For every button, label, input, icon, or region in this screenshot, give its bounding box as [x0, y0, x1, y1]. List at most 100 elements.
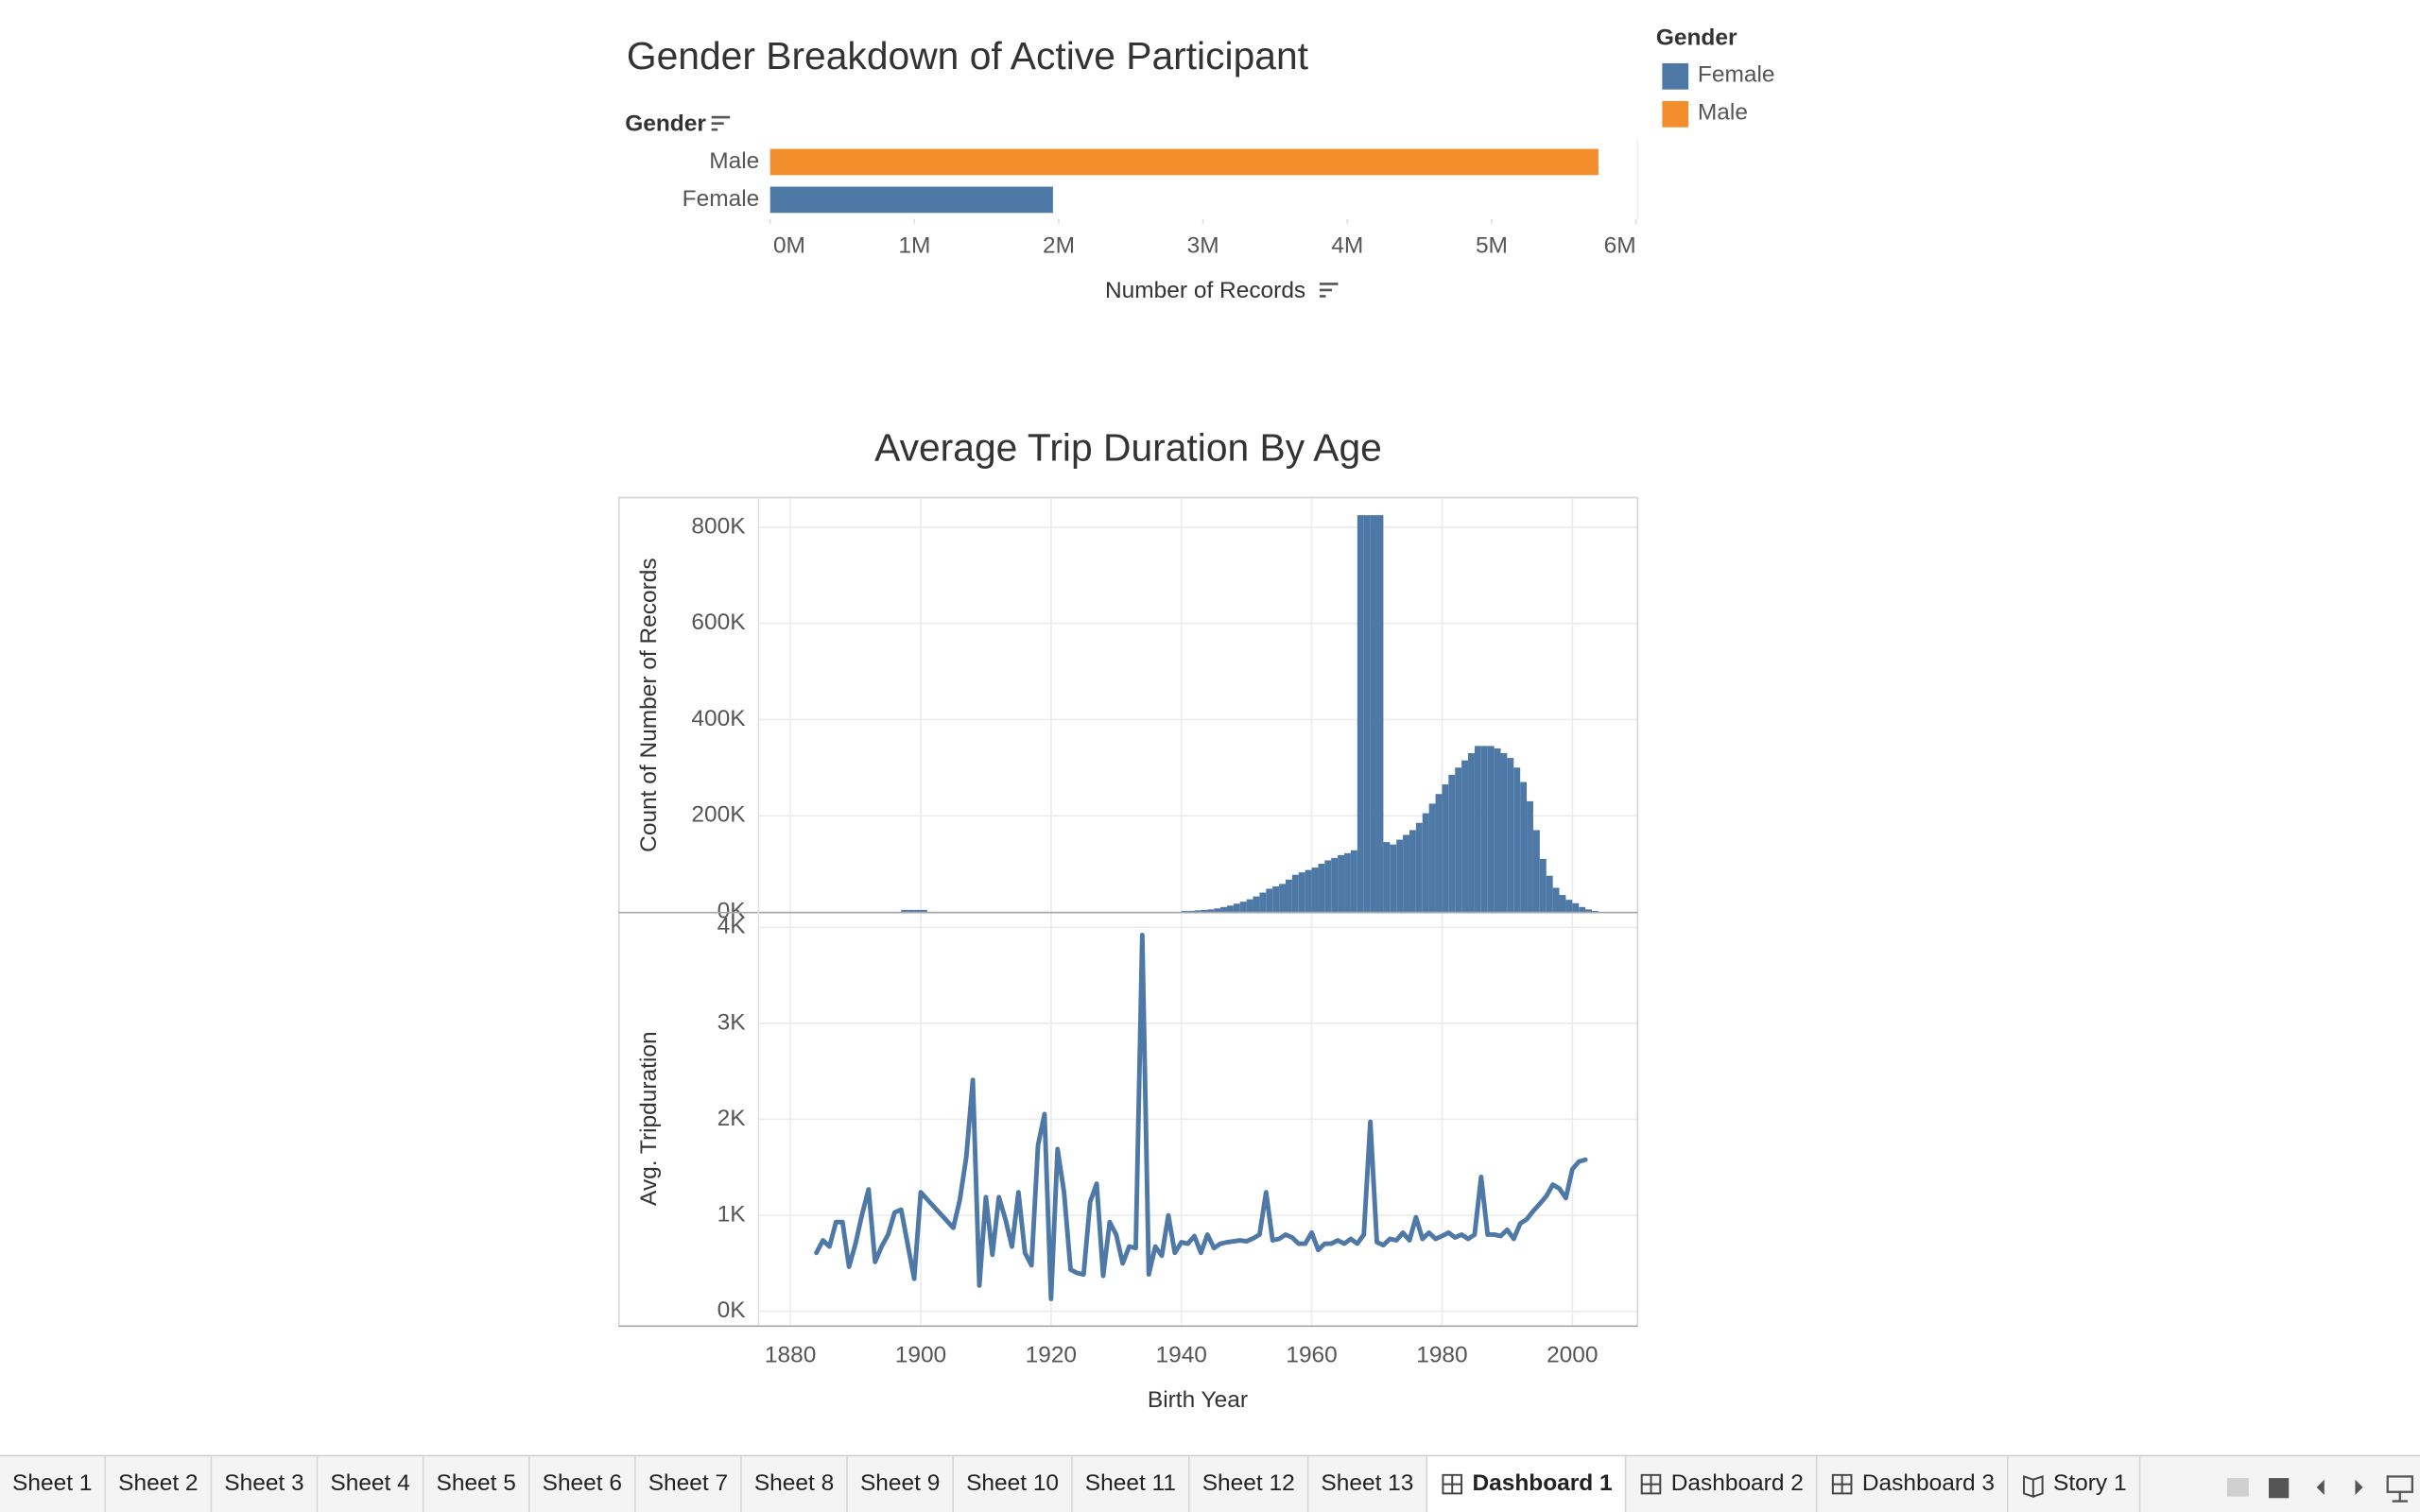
tab-label[interactable]: Sheet 9 — [860, 1470, 940, 1496]
chart-title: Average Trip Duration By Age — [874, 426, 1382, 470]
tab[interactable]: Sheet 9 — [847, 1456, 955, 1512]
tab[interactable]: Dashboard 1 — [1427, 1456, 1627, 1512]
y-tick-label: 1K — [717, 1202, 747, 1228]
histogram-bar — [1239, 902, 1247, 912]
tab-label[interactable]: Sheet 11 — [1085, 1470, 1176, 1496]
x-axis-title: Birth Year — [1148, 1387, 1248, 1413]
tab-label[interactable]: Sheet 6 — [543, 1470, 622, 1496]
filmstrip-button[interactable] — [2226, 1478, 2249, 1497]
tab[interactable]: Sheet 13 — [1308, 1456, 1428, 1512]
tab-icon — [1831, 1473, 1853, 1495]
tab-label[interactable]: Sheet 4 — [330, 1470, 409, 1496]
legend-label[interactable]: Male — [1698, 99, 1748, 125]
tab-background — [954, 1456, 1072, 1512]
tab[interactable]: Sheet 7 — [635, 1456, 742, 1512]
x-tick-label: 4M — [1331, 233, 1363, 259]
histogram-bar — [1207, 909, 1215, 912]
tab[interactable]: Sheet 2 — [106, 1456, 213, 1512]
x-tick-label: 1920 — [1026, 1343, 1077, 1368]
sort-icon[interactable] — [1319, 283, 1339, 298]
tab[interactable]: Sheet 4 — [318, 1456, 424, 1512]
tab[interactable]: Dashboard 2 — [1626, 1456, 1818, 1512]
histogram-bar — [1461, 760, 1469, 912]
tab-background — [1072, 1456, 1189, 1512]
histogram-bar — [1539, 858, 1547, 912]
histogram-bar — [1572, 902, 1580, 912]
histogram-bar — [1344, 852, 1351, 912]
histogram-bar — [1559, 895, 1566, 912]
tab-label[interactable]: Sheet 13 — [1321, 1470, 1413, 1496]
histogram-bar — [920, 909, 927, 912]
tab-background — [741, 1456, 847, 1512]
tab[interactable]: Dashboard 3 — [1817, 1456, 2009, 1512]
histogram-bar — [1376, 515, 1384, 912]
tab[interactable]: Sheet 12 — [1189, 1456, 1309, 1512]
x-tick-label: 2M — [1043, 233, 1075, 259]
legend-swatch[interactable] — [1662, 62, 1689, 90]
x-tick-label: 6M — [1604, 233, 1636, 259]
y-tick-label: 0K — [717, 1297, 747, 1323]
tab-background — [1189, 1456, 1307, 1512]
tab-label[interactable]: Sheet 5 — [437, 1470, 516, 1496]
histogram-bar — [1181, 910, 1188, 912]
tabs-view-button[interactable] — [2269, 1478, 2290, 1499]
histogram-bar — [1494, 747, 1501, 912]
tab-label[interactable]: Sheet 12 — [1202, 1470, 1295, 1496]
tab-background — [318, 1456, 423, 1512]
tab[interactable]: Sheet 3 — [212, 1456, 319, 1512]
tab[interactable]: Sheet 10 — [954, 1456, 1073, 1512]
tab[interactable]: Sheet 5 — [424, 1456, 530, 1512]
y-axis-title: Avg. Tripduration — [636, 1031, 662, 1206]
line-series — [814, 932, 1588, 1301]
tab-label[interactable]: Sheet 3 — [224, 1470, 303, 1496]
histogram-bar — [1409, 830, 1416, 912]
tab-label[interactable]: Sheet 7 — [648, 1470, 728, 1496]
histogram-bar — [1286, 879, 1292, 912]
histogram-bar — [1480, 746, 1488, 912]
histogram-bar — [1233, 903, 1240, 912]
histogram-bar — [1220, 906, 1227, 912]
tab-label[interactable]: Sheet 8 — [754, 1470, 834, 1496]
presentation-button[interactable] — [2386, 1475, 2413, 1503]
x-axis-title: Number of Records — [1105, 278, 1305, 303]
histogram-bar — [1422, 813, 1429, 912]
y-tick-label: 3K — [717, 1009, 747, 1035]
tab-label[interactable]: Dashboard 2 — [1671, 1470, 1804, 1496]
sort-icon[interactable] — [711, 115, 731, 131]
tabs: Sheet 1 Sheet 2 Sheet 3 Sheet 4 Sheet 5 Sheet… — [0, 1456, 2141, 1512]
histogram-bar — [1532, 830, 1540, 912]
x-tick-label: 1M — [898, 233, 930, 259]
histogram-bar — [1579, 906, 1586, 912]
tab-label[interactable]: Dashboard 3 — [1862, 1470, 1995, 1496]
y-tick-label: 800K — [691, 513, 746, 539]
prev-button[interactable] — [2316, 1479, 2325, 1496]
tab-label[interactable]: Sheet 2 — [118, 1470, 198, 1496]
legend-swatch[interactable] — [1662, 100, 1689, 128]
tab-label[interactable]: Sheet 10 — [966, 1470, 1059, 1496]
histogram-bar — [1298, 872, 1305, 912]
x-tick-label: 3M — [1187, 233, 1219, 259]
tab-label[interactable]: Sheet 1 — [12, 1470, 92, 1496]
legend-label[interactable]: Female — [1698, 61, 1775, 87]
histogram-bar — [1591, 910, 1599, 912]
tab[interactable]: Sheet 1 — [0, 1456, 107, 1512]
histogram-bar — [1279, 884, 1286, 912]
tab[interactable]: Sheet 8 — [741, 1456, 848, 1512]
next-button[interactable] — [2355, 1479, 2363, 1496]
histogram-bar — [1350, 850, 1357, 912]
x-tick-label: 0M — [773, 233, 805, 259]
histogram-bar — [1259, 892, 1267, 912]
histogram-bar — [1500, 753, 1508, 912]
tab-label[interactable]: Dashboard 1 — [1472, 1470, 1612, 1496]
histogram-bar — [1487, 746, 1495, 912]
tab-label[interactable]: Story 1 — [2053, 1470, 2127, 1496]
tab[interactable]: Sheet 6 — [529, 1456, 636, 1512]
histogram-bar — [1403, 834, 1409, 912]
y-tick-label: 2K — [717, 1106, 747, 1131]
tab-background — [0, 1456, 105, 1512]
x-tick-label: 1960 — [1286, 1343, 1337, 1368]
tab[interactable]: Story 1 — [2008, 1456, 2141, 1512]
histogram-bar — [1246, 899, 1253, 912]
tab[interactable]: Sheet 11 — [1072, 1456, 1190, 1512]
